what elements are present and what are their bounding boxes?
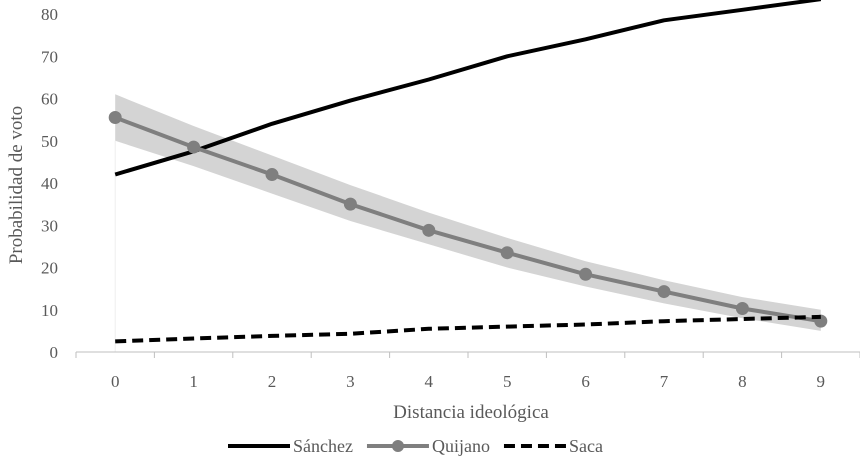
x-tick-label: 2 [268, 372, 277, 391]
data-point-1 [657, 285, 671, 299]
y-axis-title: Probabilidad de voto [6, 106, 27, 264]
y-tick-label: 60 [41, 90, 58, 109]
y-tick-label: 40 [41, 174, 58, 193]
legend-marker [391, 440, 404, 452]
legend-item-2: Saca [503, 436, 603, 456]
y-tick-label: 20 [41, 259, 58, 278]
y-tick-label: 70 [41, 47, 58, 66]
axes-layer [75, 351, 860, 358]
y-tick-label: 0 [50, 343, 59, 362]
data-point-1 [108, 111, 122, 125]
series-layer [108, 0, 828, 344]
legend-label: Saca [569, 436, 603, 456]
y-tick-label: 10 [41, 301, 58, 320]
data-point-1 [735, 301, 749, 315]
data-point-1 [422, 223, 436, 237]
x-tick-label: 1 [189, 372, 198, 391]
confidence-band-1 [115, 94, 821, 331]
y-tick-label: 50 [41, 132, 58, 151]
data-point-1 [500, 246, 514, 260]
labels-layer: 0 1 2 3 4 5 6 7 8 9 0 10 20 30 40 50 60 70 80 [41, 5, 825, 391]
x-tick-label: 9 [817, 372, 826, 391]
series-line-0 [114, 0, 822, 177]
x-tick-label: 8 [738, 372, 747, 391]
x-tick-label: 7 [660, 372, 669, 391]
x-tick-label: 3 [346, 372, 355, 391]
data-point-1 [343, 197, 357, 211]
legend-label: Quijano [432, 436, 490, 456]
legend-label: Sánchez [293, 436, 353, 456]
series-line-2 [115, 314, 821, 344]
confidence-band-layer [114, 94, 821, 352]
legend-item-1: Quijano [366, 436, 490, 456]
legend: Sánchez Quijano Saca [228, 436, 603, 456]
x-tick-label: 4 [425, 372, 434, 391]
series-line-1 [114, 115, 822, 324]
x-tick-label: 0 [111, 372, 120, 391]
data-point-1 [579, 267, 593, 281]
legend-item-0: Sánchez [228, 436, 353, 456]
x-axis-title: Distancia ideológica [393, 402, 549, 423]
y-tick-label: 30 [41, 216, 58, 235]
x-tick-label: 6 [581, 372, 590, 391]
data-point-1 [265, 168, 279, 182]
y-tick-label: 80 [41, 5, 58, 24]
data-point-1 [187, 140, 201, 154]
x-tick-label: 5 [503, 372, 512, 391]
